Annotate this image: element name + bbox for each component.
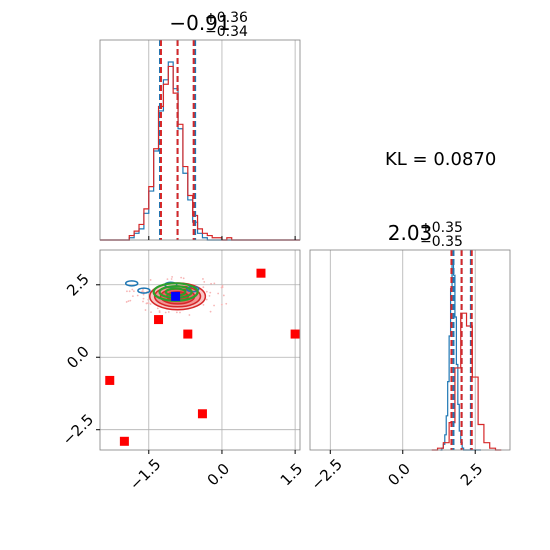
sample-point [208,294,211,297]
sample-point [222,294,225,297]
red-square-marker [290,329,300,339]
sample-point [220,286,223,289]
sample-point [180,276,183,279]
sample-point [213,304,215,307]
sample-point [209,291,212,294]
panel-title-superscript: +0.36 [205,10,248,26]
blue-contour [124,280,139,287]
panel-title-subscript: −0.34 [205,24,248,40]
sample-point [142,297,145,300]
sample-point [125,301,128,303]
sample-point [142,293,145,296]
red-histogram-series [100,65,300,241]
sample-point [132,290,135,293]
panel-title: 2.03 [388,221,433,245]
sample-point [144,309,147,311]
sample-point [167,311,170,313]
sample-point [179,311,181,314]
sample-point [131,295,134,298]
sample-point [150,311,152,314]
sample-point [164,311,167,314]
sample-point [202,286,205,289]
sample-point [128,290,131,293]
red-square-marker [197,409,207,419]
sample-point [149,303,152,305]
x-tick-label: −1.5 [126,455,164,493]
y-tick-label: 0.0 [63,342,93,372]
sample-point [142,300,144,303]
y-tick-label: −2.5 [59,410,97,448]
sample-point [171,276,173,278]
blue-histogram-series [100,61,300,241]
sample-point [158,311,161,314]
sample-point [205,298,208,301]
blue-contour [137,287,151,294]
sample-point [147,302,150,305]
sample-point [147,298,150,301]
y-tick-label: 2.5 [63,270,93,300]
kl-label: KL = 0.0870 [385,149,496,170]
blue-square-marker [171,291,181,301]
sample-point [209,310,212,313]
sample-point [220,303,223,306]
sample-point [170,278,173,280]
red-square-marker [183,329,193,339]
sample-point [141,290,144,292]
sample-point [175,311,178,314]
x-tick-label: −2.5 [308,455,346,493]
sample-point [129,299,132,302]
sample-point [188,314,191,316]
panel-joint: −1.5 0.0 1.5 −2.5 0.0 2.5 [59,249,307,494]
panel-title-superscript: +0.35 [420,220,463,236]
panel-marginal-x: −0.91+0.36−0.34 [99,10,301,241]
sample-point [127,300,130,303]
x-tick-label: 1.5 [277,460,307,490]
x-tick-label: 0.0 [204,460,234,490]
sample-point [202,278,204,280]
red-square-marker [119,436,129,446]
sample-point [203,281,206,283]
sample-point [182,277,185,280]
sample-point [210,282,213,285]
sample-point [213,282,216,285]
sample-point [166,278,169,281]
sample-point [221,284,224,287]
red-square-marker [105,375,115,385]
x-tick-label: 2.5 [457,460,487,490]
sample-point [202,303,205,306]
red-square-marker [256,268,266,278]
sample-point [145,302,148,305]
sample-point [217,292,220,295]
sample-point [131,288,134,291]
x-tick-label: 0.0 [384,460,414,490]
panel-title-subscript: −0.35 [420,234,463,250]
sample-point [156,307,159,310]
red-histogram-series [431,312,502,451]
sample-point [205,290,208,293]
panel-marginal-y: −2.5 0.0 2.5 2.03+0.35−0.35 [308,220,511,494]
axes-frame [99,39,301,241]
axes-frame [309,249,511,451]
panel-title: −0.91 [169,11,230,35]
axes-frame [99,249,301,451]
sample-point [149,279,152,281]
sample-point [136,294,139,297]
sample-point [126,290,128,293]
sample-point [225,302,228,305]
red-square-marker [154,315,164,325]
